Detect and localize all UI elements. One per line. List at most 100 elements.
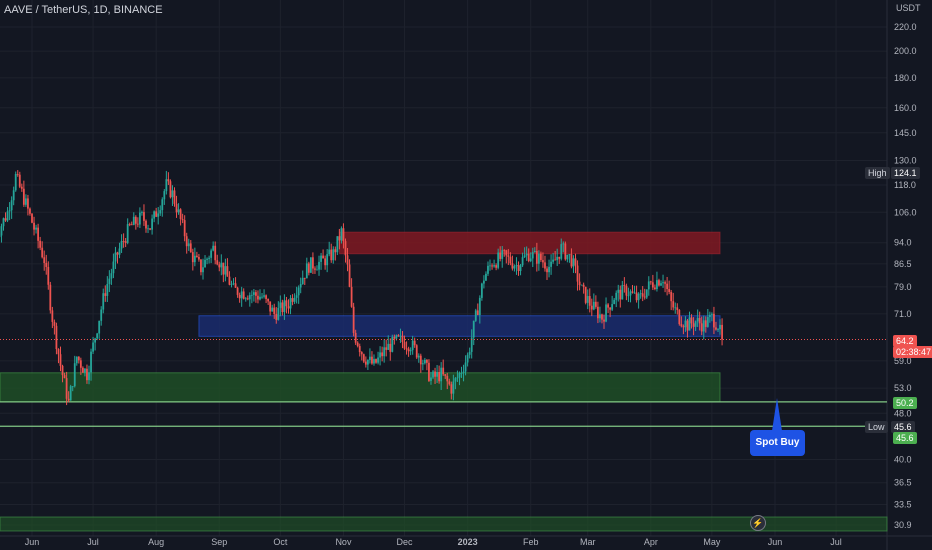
candle-body xyxy=(20,186,23,189)
candle-body xyxy=(214,245,217,261)
candle-body xyxy=(617,289,620,293)
candle-body xyxy=(456,377,459,379)
candle-body xyxy=(234,283,237,288)
candle-body xyxy=(167,179,170,182)
candle-body xyxy=(625,285,628,296)
candle-body xyxy=(476,310,479,315)
candle-body xyxy=(537,253,540,264)
candle-body xyxy=(307,263,310,273)
candle-body xyxy=(4,218,7,221)
y-tick-label: 180.0 xyxy=(894,73,917,83)
candle-body xyxy=(458,373,461,378)
candle-body xyxy=(352,306,355,333)
callout-pointer xyxy=(772,398,782,431)
candle-body xyxy=(114,252,117,262)
candle-body xyxy=(155,211,158,217)
candle-body xyxy=(715,327,717,330)
candle-body xyxy=(136,223,139,225)
candle-body xyxy=(41,247,44,258)
candle-body xyxy=(660,283,662,286)
spot-buy-callout[interactable]: Spot Buy xyxy=(750,430,805,456)
candle-body xyxy=(627,295,630,297)
candle-body xyxy=(198,256,200,260)
y-tick-label: 30.9 xyxy=(894,520,912,530)
candle-body xyxy=(271,307,274,312)
candle-body xyxy=(51,310,54,322)
candle-body xyxy=(0,226,3,236)
candle-body xyxy=(265,295,267,299)
candle-body xyxy=(590,305,593,310)
candle-body xyxy=(440,367,443,382)
lightning-icon[interactable]: ⚡ xyxy=(750,515,766,531)
candle-body xyxy=(193,255,196,263)
line-50-badge: 50.2 xyxy=(893,397,917,409)
candle-body xyxy=(59,354,62,366)
candle-body xyxy=(556,256,559,261)
candle-body xyxy=(364,361,367,365)
y-tick-label: 220.0 xyxy=(894,22,917,32)
candle-body xyxy=(224,266,227,275)
candle-body xyxy=(554,259,557,261)
candle-body xyxy=(88,372,90,381)
candle-body xyxy=(220,262,223,268)
candle-body xyxy=(692,323,695,327)
candle-body xyxy=(293,297,296,302)
candle-body xyxy=(576,265,579,282)
candle-body xyxy=(149,228,151,230)
symbol-title[interactable]: AAVE / TetherUS, 1D, BINANCE xyxy=(4,4,163,16)
y-tick-label: 79.0 xyxy=(894,282,912,292)
candle-body xyxy=(393,337,396,339)
candle-body xyxy=(130,224,133,226)
candle-body xyxy=(112,261,115,274)
x-tick-label: Jul xyxy=(87,537,99,547)
candle-body xyxy=(710,313,713,315)
candle-body xyxy=(81,367,84,373)
candle-body xyxy=(421,363,424,365)
candle-body xyxy=(656,280,658,289)
candle-body xyxy=(480,283,483,298)
candle-body xyxy=(147,228,149,230)
candle-body xyxy=(719,324,721,330)
candle-body xyxy=(403,342,406,349)
candle-body xyxy=(708,314,711,318)
current-price-badge: 64.2 xyxy=(893,335,917,347)
candle-body xyxy=(90,351,92,373)
candle-body xyxy=(102,293,105,310)
candle-body xyxy=(389,343,392,352)
candle-body xyxy=(92,342,94,352)
candle-body xyxy=(358,346,361,353)
bottom-support-band xyxy=(0,516,888,532)
candle-body xyxy=(39,240,42,248)
candle-body xyxy=(63,375,66,379)
candle-body xyxy=(65,378,68,399)
line-45-badge: 45.6 xyxy=(893,432,917,444)
candle-body xyxy=(299,283,302,288)
y-tick-label: 86.5 xyxy=(894,259,912,269)
candle-body xyxy=(228,276,231,285)
candle-body xyxy=(230,283,233,285)
candle-body xyxy=(275,313,278,320)
candle-body xyxy=(261,296,263,298)
candle-body xyxy=(411,340,414,351)
y-tick-label: 48.0 xyxy=(894,408,912,418)
high-value: 124.1 xyxy=(891,167,920,179)
candle-body xyxy=(116,252,119,255)
candle-body xyxy=(584,286,587,303)
candle-body xyxy=(175,203,178,213)
candle-body xyxy=(267,298,270,302)
candle-body xyxy=(328,249,331,255)
candle-body xyxy=(613,299,616,305)
candle-body xyxy=(344,241,347,256)
candle-body xyxy=(122,241,125,242)
y-tick-label: 200.0 xyxy=(894,46,917,56)
candle-body xyxy=(434,371,436,377)
candle-body xyxy=(309,257,312,273)
candle-body xyxy=(134,216,137,224)
candle-body xyxy=(670,291,673,302)
y-tick-label: 53.0 xyxy=(894,383,912,393)
candle-body xyxy=(55,325,58,350)
candle-body xyxy=(269,301,272,312)
candle-body xyxy=(568,254,571,256)
candle-body xyxy=(191,252,194,263)
